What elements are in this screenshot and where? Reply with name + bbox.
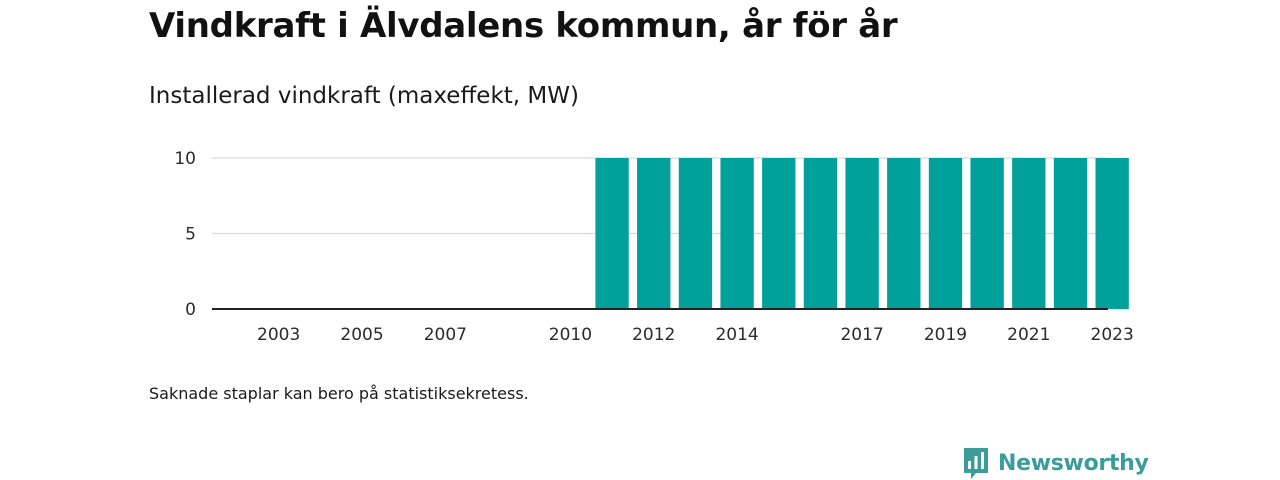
bar-2012 <box>637 158 671 309</box>
bar-2018 <box>887 158 921 309</box>
bar-2013 <box>678 158 713 309</box>
bar-chart: 0 5 10 2003 2005 2007 2010 2012 2014 2017 2019 202… <box>174 149 1134 345</box>
footnote: Saknade staplar kan bero på statistiksek… <box>149 384 529 403</box>
bar-2017 <box>845 158 879 309</box>
bar-2011 <box>595 158 629 309</box>
bar-2019 <box>928 158 963 309</box>
chart-subtitle: Installerad vindkraft (maxeffekt, MW) <box>149 83 579 109</box>
chart-title: Vindkraft i Älvdalens kommun, år för år <box>149 6 898 46</box>
newsworthy-bar-chart-icon <box>964 448 988 479</box>
x-tick-label: 2007 <box>424 325 467 345</box>
y-tick-label: 5 <box>185 225 196 245</box>
x-tick-label: 2005 <box>340 325 383 345</box>
x-tick-label: 2021 <box>1007 325 1050 345</box>
y-tick-label: 10 <box>174 149 196 169</box>
bar-2022 <box>1053 158 1088 309</box>
x-axis-labels: 2003 2005 2007 2010 2012 2014 2017 2019 2021 2023 <box>257 325 1134 345</box>
x-tick-label: 2017 <box>840 325 883 345</box>
x-tick-label: 2023 <box>1091 325 1134 345</box>
brand-name: Newsworthy <box>998 450 1149 476</box>
bar-2016 <box>803 158 838 309</box>
x-tick-label: 2010 <box>549 325 592 345</box>
y-tick-label: 0 <box>185 300 196 320</box>
x-tick-label: 2012 <box>632 325 675 345</box>
bar-2014 <box>720 158 754 309</box>
x-tick-label: 2003 <box>257 325 300 345</box>
x-tick-label: 2014 <box>715 325 758 345</box>
bar-2020 <box>970 158 1004 309</box>
y-axis-labels: 0 5 10 <box>174 149 196 320</box>
bar-2021 <box>1012 158 1046 309</box>
bars <box>595 158 1129 309</box>
bar-2015 <box>762 158 796 309</box>
x-tick-label: 2019 <box>924 325 967 345</box>
bar-2023 <box>1095 158 1129 309</box>
newsworthy-brand: Newsworthy <box>962 446 1149 480</box>
